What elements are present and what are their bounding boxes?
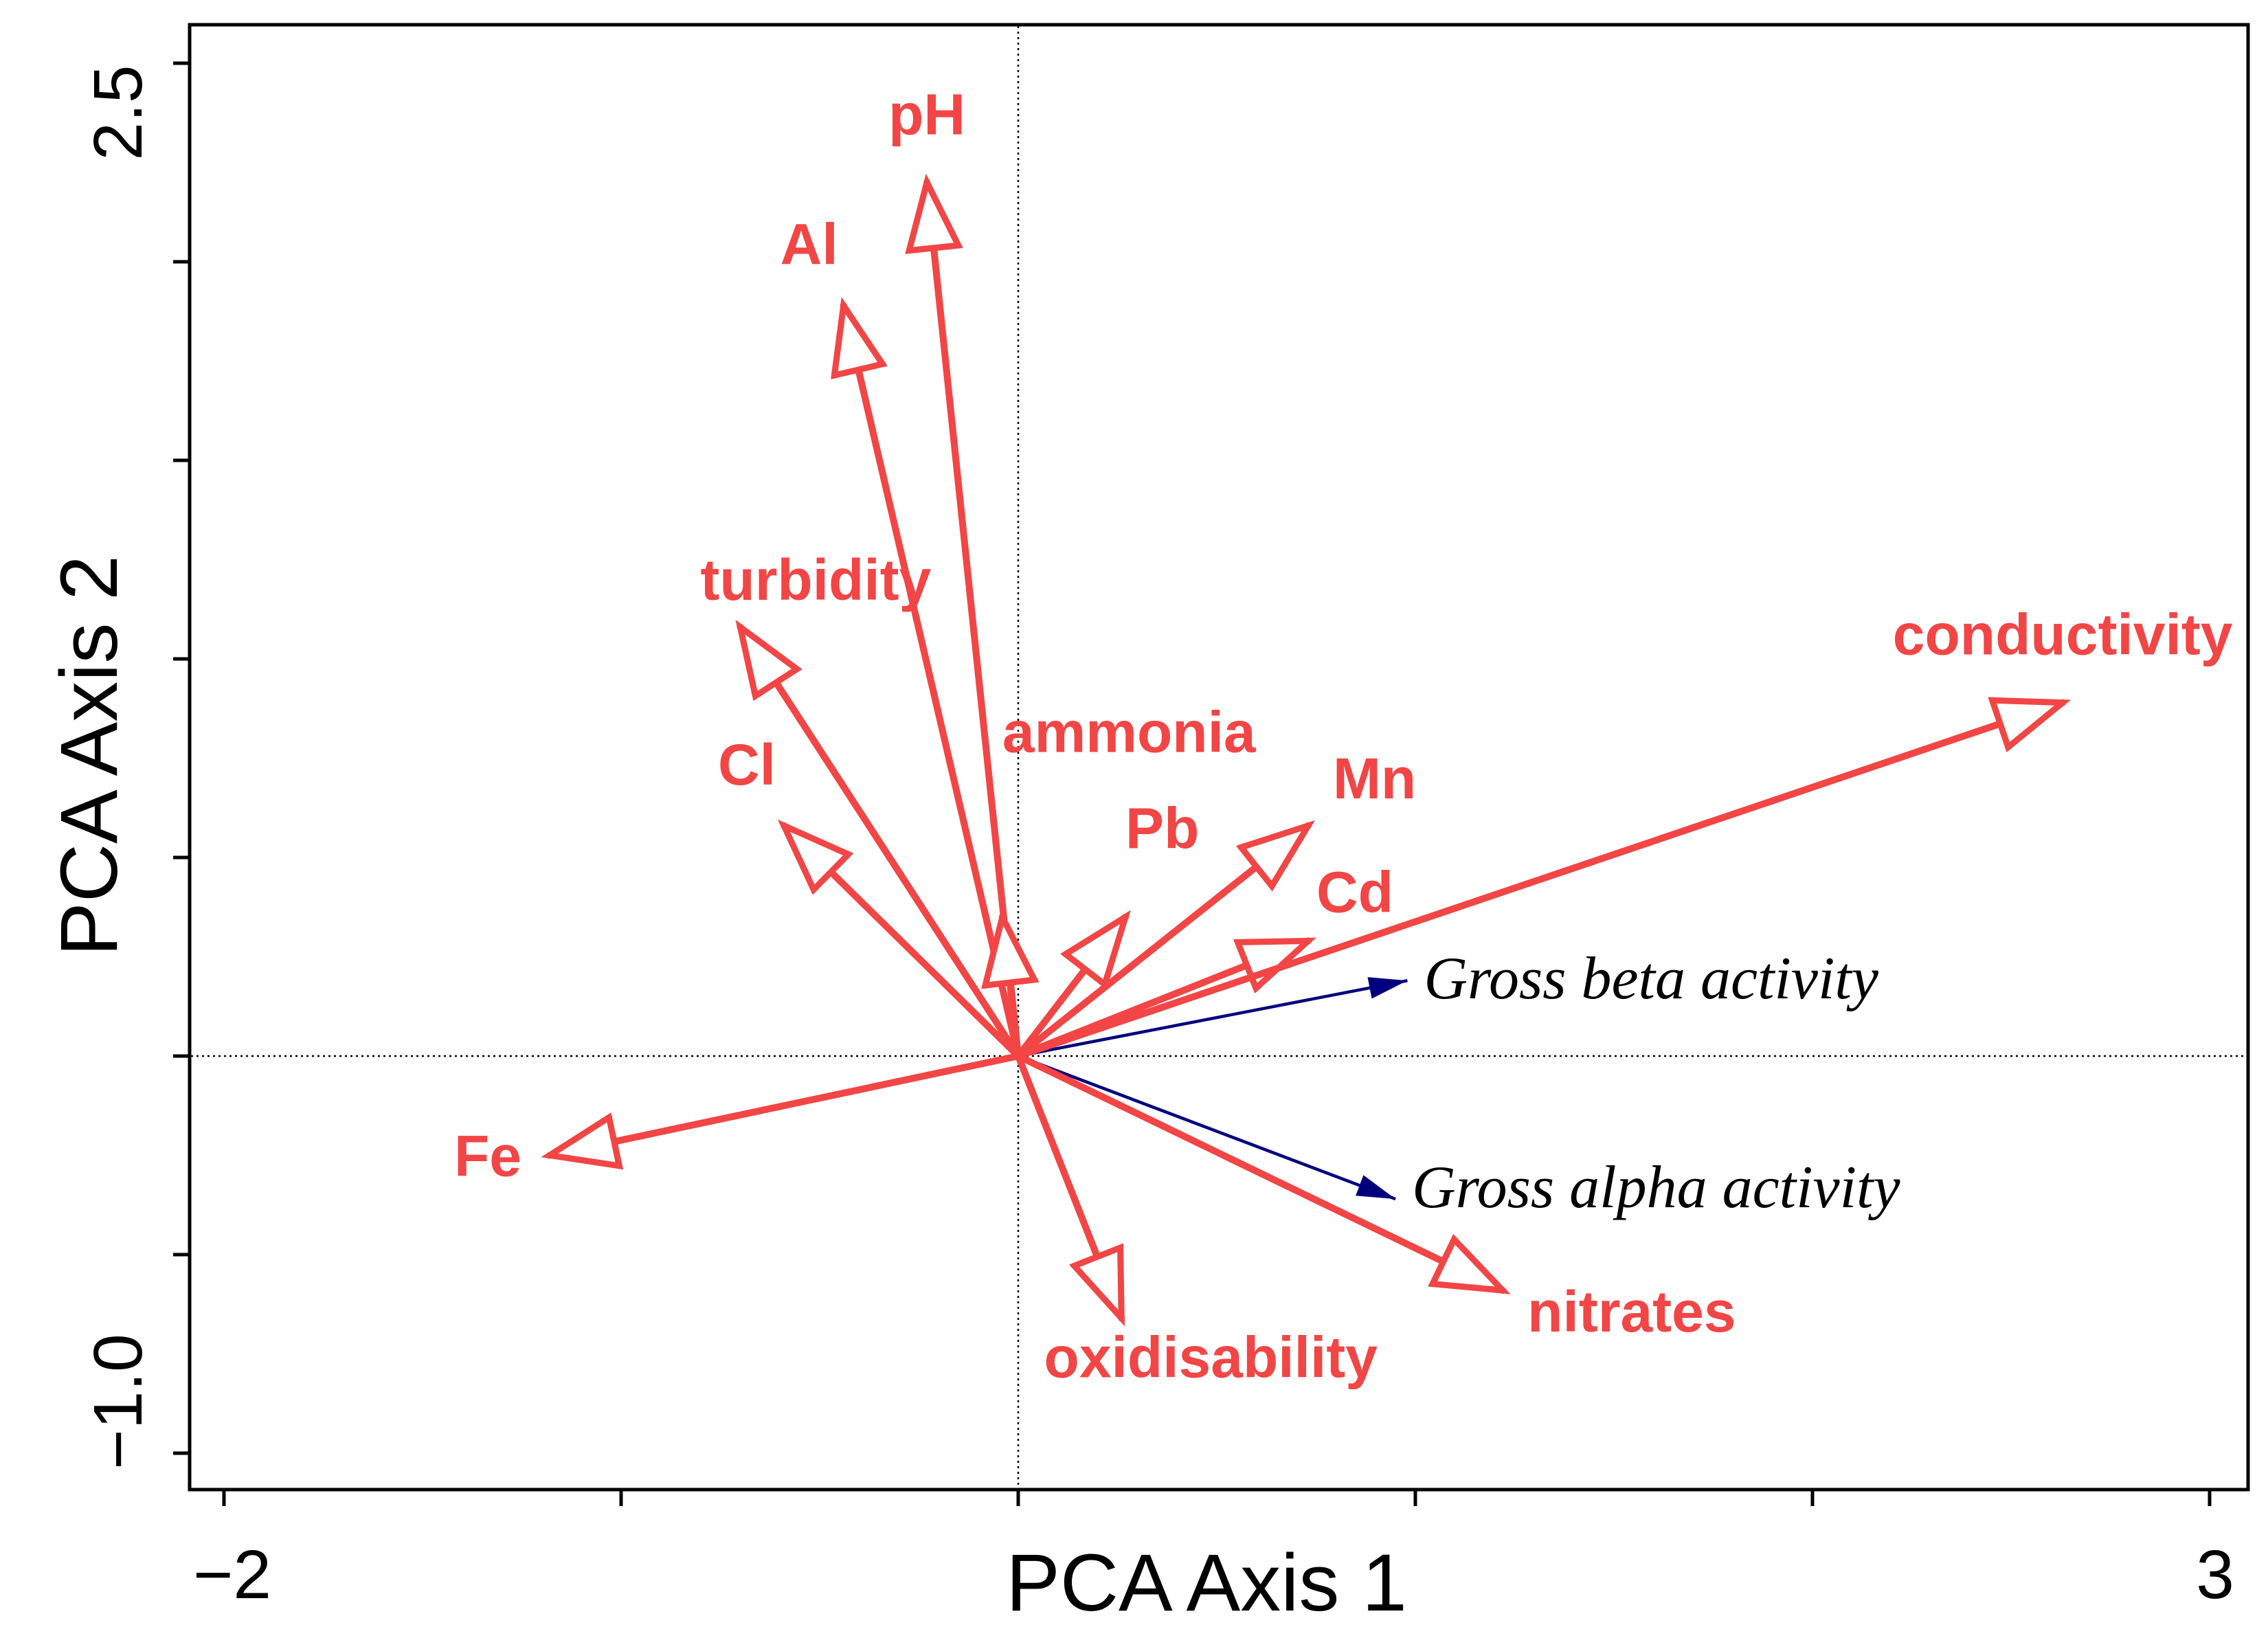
sup-vector-0	[1018, 977, 1408, 1058]
env-vector-label-al: Al	[781, 212, 838, 277]
env-vector-nitrates	[1015, 1053, 1503, 1290]
env-vector-label-oxidisability: oxidisability	[1044, 1325, 1378, 1389]
y-tick-label-min: −1.0	[80, 1334, 157, 1469]
x-axis-ticks	[222, 1490, 2212, 1506]
env-vector-oxidisability	[1015, 1053, 1125, 1318]
env-vector-label-ammonia: ammonia	[1002, 700, 1257, 765]
env-vector-label-cl: Cl	[718, 732, 776, 797]
env-vector-pb	[1015, 917, 1125, 1059]
env-vector-label-cd: Cd	[1316, 860, 1393, 924]
x-tick-label-min: −2	[193, 1536, 271, 1613]
sup-vector-label-0: Gross beta activity	[1424, 945, 1878, 1012]
env-vector-fe	[550, 1053, 1022, 1156]
env-vector-conductivity	[1015, 703, 2063, 1059]
env-vector-mn	[1015, 826, 1308, 1059]
y-tick-label-max: 2.5	[80, 65, 157, 160]
x-tick-label-max: 3	[2196, 1536, 2234, 1613]
sup-vector-label-1: Gross alpha activity	[1412, 1154, 1900, 1221]
env-vector-label-conductivity: conductivity	[1893, 603, 2233, 667]
y-axis-title: PCA Axis 2	[44, 555, 135, 956]
env-vector-cl	[784, 826, 1022, 1059]
env-vector-label-ph: pH	[888, 82, 965, 146]
env-vector-label-pb: Pb	[1125, 796, 1199, 861]
supplementary-vectors: Gross beta activity Gross alpha activity	[1018, 945, 1900, 1221]
env-vector-label-nitrates: nitrates	[1527, 1279, 1736, 1344]
env-vector-turbidity	[740, 627, 1022, 1059]
env-vector-ammonia	[1002, 917, 1018, 1059]
env-vector-al	[844, 306, 1022, 1059]
env-vector-label-mn: Mn	[1333, 746, 1416, 811]
sup-vector-1	[1018, 1054, 1396, 1201]
env-vector-label-fe: Fe	[454, 1124, 521, 1189]
env-vector-label-turbidity: turbidity	[700, 548, 931, 612]
x-axis-title: PCA Axis 1	[1006, 1538, 1407, 1628]
y-axis-ticks	[173, 61, 190, 1455]
environmental-vectors: pH Al turbidity Cl ammonia Pb Mn Cd conductivity…	[454, 82, 2233, 1389]
plot-frame	[188, 23, 2250, 1492]
